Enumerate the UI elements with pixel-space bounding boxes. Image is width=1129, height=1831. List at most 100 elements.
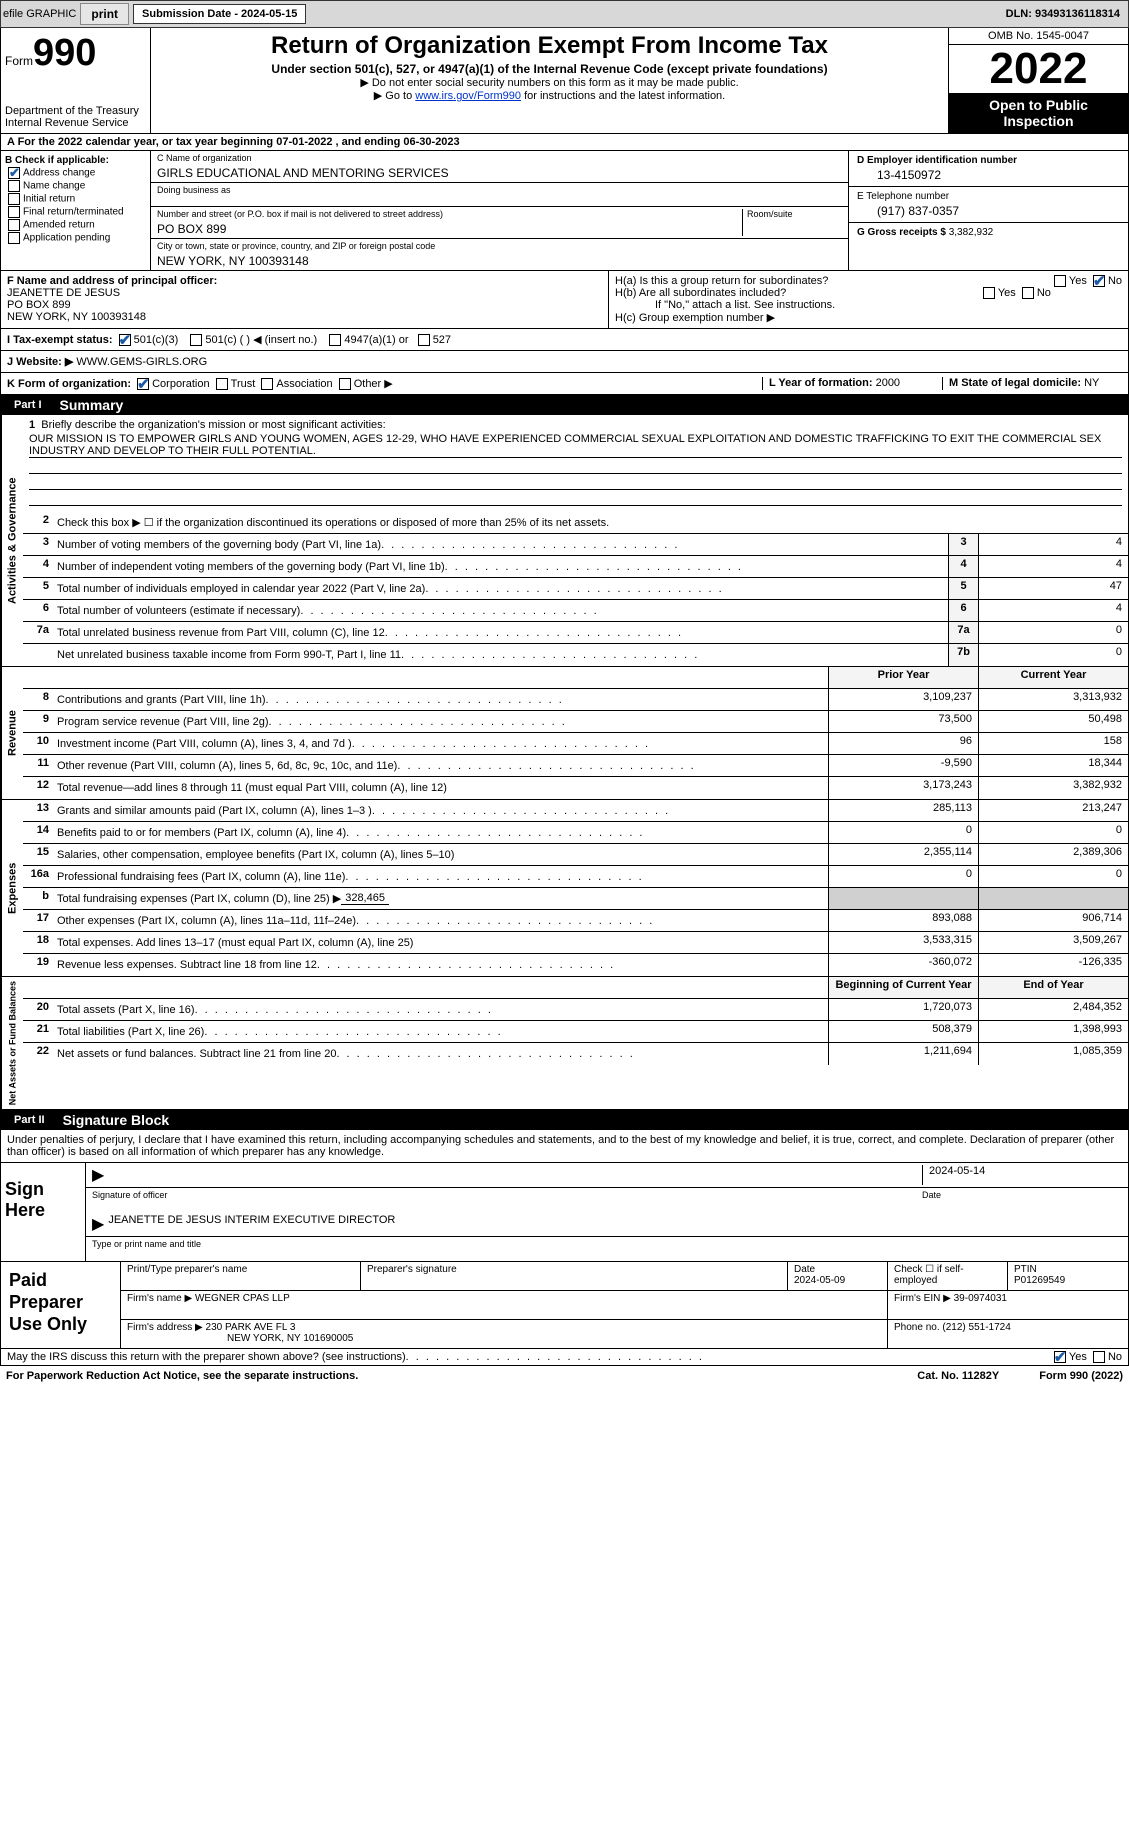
discuss-yes[interactable] [1054,1351,1066,1363]
firm-ein: 39-0974031 [954,1293,1007,1304]
note-post: for instructions and the latest informat… [521,90,725,102]
discuss-no[interactable] [1093,1351,1105,1363]
officer-name: JEANETTE DE JESUS [7,287,602,299]
line-21: Total liabilities (Part X, line 26) [57,1026,204,1038]
discuss-label: May the IRS discuss this return with the… [7,1351,406,1363]
hdr-prior: Prior Year [828,667,978,688]
line-18: Total expenses. Add lines 13–17 (must eq… [57,937,413,949]
val-7a: 0 [978,622,1128,643]
ein-value: 13-4150972 [857,168,1120,182]
val-5: 47 [978,578,1128,599]
vert-governance: Activities & Governance [1,415,23,666]
check-corp[interactable] [137,378,149,390]
c14: 0 [978,822,1128,843]
c15: 2,389,306 [978,844,1128,865]
ein-label: D Employer identification number [857,155,1017,166]
val-7b: 0 [978,644,1128,666]
line-20: Total assets (Part X, line 16) [57,1004,195,1016]
efile-label: efile GRAPHIC [3,8,76,20]
city-value: NEW YORK, NY 100393148 [157,254,842,268]
p18: 3,533,315 [828,932,978,953]
penalty-statement: Under penalties of perjury, I declare th… [0,1130,1129,1163]
h-b-note: If "No," attach a list. See instructions… [615,299,1122,311]
c21: 1,398,993 [978,1021,1128,1042]
line-14: Benefits paid to or for members (Part IX… [57,827,346,839]
irs-label: Internal Revenue Service [5,117,146,129]
prep-phone-label: Phone no. [894,1322,940,1333]
paid-preparer-block: Paid Preparer Use Only Print/Type prepar… [0,1262,1129,1349]
vert-expenses: Expenses [1,800,23,976]
check-amended[interactable]: Amended return [5,219,146,231]
sig-date: 2024-05-14 [922,1165,1122,1185]
street-label: Number and street (or P.O. box if mail i… [157,209,443,219]
note-ssn: ▶ Do not enter social security numbers o… [157,76,942,89]
line-15: Salaries, other compensation, employee b… [57,849,454,861]
period-label-a: A For the 2022 calendar year, or tax yea… [7,136,276,148]
p13: 285,113 [828,800,978,821]
box-d-e-g: D Employer identification number 13-4150… [848,151,1128,270]
line-16b-val: 328,465 [341,892,389,905]
room-label: Room/suite [747,209,793,219]
omb-number: OMB No. 1545-0047 [949,28,1128,45]
c17: 906,714 [978,910,1128,931]
section-expenses: Expenses 13Grants and similar amounts pa… [0,800,1129,977]
p11: -9,590 [828,755,978,776]
check-501c[interactable] [190,334,202,346]
form-header: Form990 Department of the Treasury Inter… [0,28,1129,134]
line-11: Other revenue (Part VIII, column (A), li… [57,760,397,772]
year-formation-label: L Year of formation: [769,377,873,389]
check-initial[interactable]: Initial return [5,193,146,205]
section-governance: Activities & Governance 1 Briefly descri… [0,415,1129,667]
box-c: C Name of organization GIRLS EDUCATIONAL… [151,151,848,270]
section-net-assets: Net Assets or Fund Balances Beginning of… [0,977,1129,1110]
check-4947[interactable] [329,334,341,346]
form-subtitle: Under section 501(c), 527, or 4947(a)(1)… [157,62,942,76]
check-addr-change[interactable]: Address change [5,167,146,179]
line-19: Revenue less expenses. Subtract line 18 … [57,959,317,971]
irs-link[interactable]: www.irs.gov/Form990 [415,90,521,102]
line-9: Program service revenue (Part VIII, line… [57,716,269,728]
box-b-title: B Check if applicable: [5,155,146,166]
p15: 2,355,114 [828,844,978,865]
c13: 213,247 [978,800,1128,821]
city-label: City or town, state or province, country… [157,241,435,251]
check-name-change[interactable]: Name change [5,180,146,192]
website-label: J Website: ▶ [7,356,73,368]
firm-addr1: 230 PARK AVE FL 3 [206,1322,296,1333]
vert-net: Net Assets or Fund Balances [1,977,23,1109]
part2-title: Signature Block [63,1112,170,1128]
check-527[interactable] [418,334,430,346]
footer: For Paperwork Reduction Act Notice, see … [0,1366,1129,1386]
dba-label: Doing business as [157,185,231,195]
line-17: Other expenses (Part IX, column (A), lin… [57,915,356,927]
line-16a: Professional fundraising fees (Part IX, … [57,871,345,883]
check-final[interactable]: Final return/terminated [5,206,146,218]
print-button[interactable]: print [80,3,129,25]
p16a: 0 [828,866,978,887]
c18: 3,509,267 [978,932,1128,953]
officer-label: F Name and address of principal officer: [7,275,602,287]
check-assoc[interactable] [261,378,273,390]
line-7b: Net unrelated business taxable income fr… [57,649,401,661]
date-label: Date [922,1190,1122,1210]
check-501c3[interactable] [119,334,131,346]
prep-date: 2024-05-09 [794,1275,845,1286]
part2-num: Part II [8,1112,51,1128]
note-pre: ▶ Go to [374,90,415,102]
check-pending[interactable]: Application pending [5,232,146,244]
h-a: H(a) Is this a group return for subordin… [615,275,1122,287]
submission-date: Submission Date - 2024-05-15 [133,4,306,24]
check-trust[interactable] [216,378,228,390]
box-f-h: F Name and address of principal officer:… [0,271,1129,329]
p9: 73,500 [828,711,978,732]
line-22: Net assets or fund balances. Subtract li… [57,1048,336,1060]
p12: 3,173,243 [828,777,978,799]
c20: 2,484,352 [978,999,1128,1020]
inspect-1: Open to Public [989,97,1088,113]
c22: 1,085,359 [978,1043,1128,1065]
c16a: 0 [978,866,1128,887]
sign-here-label: Sign Here [1,1163,81,1261]
check-other[interactable] [339,378,351,390]
discuss-row: May the IRS discuss this return with the… [0,1349,1129,1366]
form-org-label: K Form of organization: [7,378,131,390]
